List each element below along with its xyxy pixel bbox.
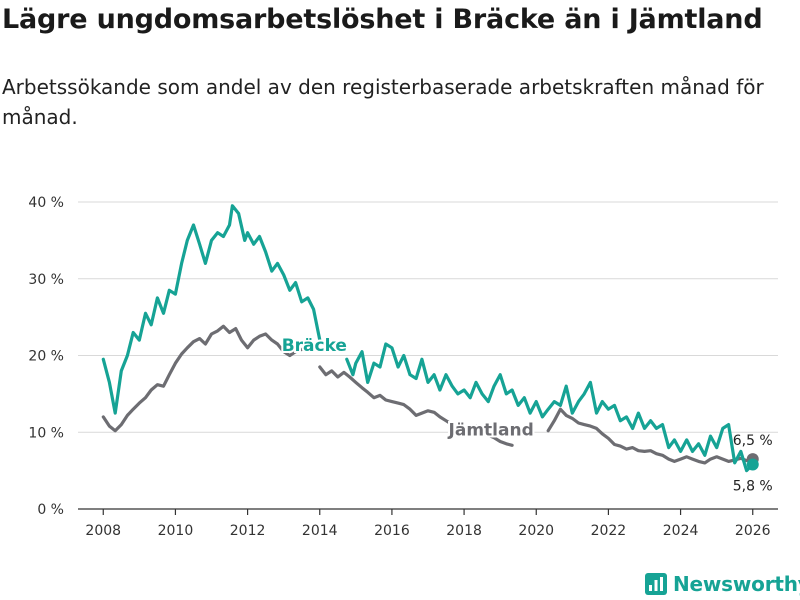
series-lines: [101, 204, 759, 473]
end-label-jamtland: 6,5 %: [733, 433, 773, 449]
chart-title: Lägre ungdomsarbetslöshet i Bräcke än i …: [2, 4, 763, 35]
newsworthy-brand[interactable]: Newsworthy: [645, 570, 800, 598]
series-line-jamtland: [318, 365, 514, 447]
x-tick-label: 2012: [230, 523, 266, 539]
gridlines: [78, 201, 778, 510]
x-tick-label: 2016: [374, 523, 410, 539]
x-tick-label: 2014: [302, 523, 338, 539]
axes: 0 % 10 % 20 % 30 % 40 % 2008 2010 2012 2014 2016 2…: [28, 195, 778, 539]
x-tick-label: 2008: [85, 523, 121, 539]
y-tick-label: 0 %: [37, 502, 64, 518]
series-label-bracke: Bräcke: [282, 336, 347, 356]
x-tick-label: 2024: [663, 523, 699, 539]
series-line-jamtland: [101, 324, 304, 433]
x-tick-label: 2020: [518, 523, 554, 539]
end-point-bracke: [746, 458, 759, 471]
line-chart: 0 % 10 % 20 % 30 % 40 % 2008 2010 2012 2014 2016 2…: [28, 195, 778, 539]
brand-name: Newsworthy: [673, 572, 800, 596]
x-tick-label: 2022: [591, 523, 627, 539]
y-tick-label: 20 %: [28, 349, 64, 365]
series-label-jamtland: Jämtland: [448, 420, 534, 440]
chart-logo-icon: [645, 573, 667, 595]
x-tick-label: 2018: [446, 523, 482, 539]
series-line-bracke: [101, 204, 322, 415]
x-tick-label: 2010: [158, 523, 194, 539]
chart-subtitle: Arbetssökande som andel av den registerb…: [2, 75, 764, 129]
series-labels: Bräcke Jämtland 6,5 % 5,8 %: [280, 334, 773, 495]
y-tick-label: 40 %: [28, 195, 64, 211]
end-label-bracke: 5,8 %: [733, 478, 773, 494]
series-line-bracke: [345, 342, 755, 473]
series-line-jamtland: [546, 407, 755, 465]
y-tick-label: 30 %: [28, 272, 64, 288]
y-tick-label: 10 %: [28, 425, 64, 441]
x-tick-label: 2026: [735, 523, 771, 539]
